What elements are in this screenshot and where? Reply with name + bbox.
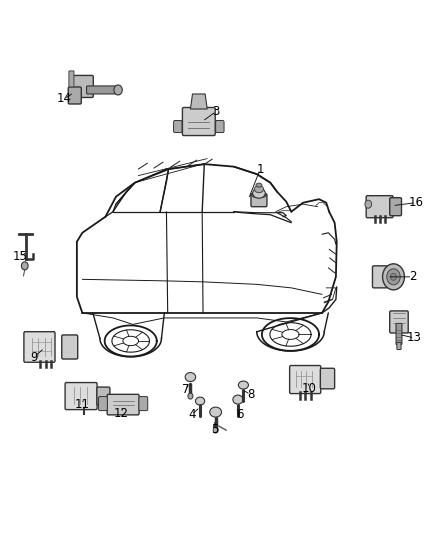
FancyBboxPatch shape [65, 383, 97, 409]
Text: 10: 10 [302, 382, 317, 394]
FancyBboxPatch shape [390, 198, 402, 216]
FancyBboxPatch shape [320, 368, 335, 389]
Ellipse shape [238, 381, 248, 389]
Ellipse shape [185, 373, 196, 382]
Circle shape [21, 262, 28, 270]
FancyBboxPatch shape [372, 266, 388, 288]
Text: 6: 6 [236, 408, 244, 421]
Circle shape [365, 200, 371, 208]
FancyBboxPatch shape [251, 193, 267, 207]
FancyBboxPatch shape [87, 86, 117, 94]
FancyBboxPatch shape [107, 394, 139, 415]
FancyBboxPatch shape [24, 332, 55, 362]
Text: 9: 9 [30, 351, 38, 364]
FancyBboxPatch shape [173, 120, 182, 133]
FancyBboxPatch shape [68, 87, 81, 104]
Circle shape [382, 264, 404, 290]
Ellipse shape [210, 407, 222, 417]
FancyBboxPatch shape [390, 311, 408, 333]
Circle shape [391, 273, 396, 280]
FancyBboxPatch shape [62, 335, 78, 359]
Ellipse shape [254, 185, 264, 192]
Text: 1: 1 [257, 163, 264, 175]
Text: 2: 2 [409, 270, 416, 284]
Circle shape [114, 85, 122, 95]
Ellipse shape [256, 183, 262, 187]
Text: 14: 14 [57, 93, 72, 106]
FancyBboxPatch shape [366, 196, 393, 217]
FancyBboxPatch shape [215, 120, 224, 133]
Ellipse shape [233, 395, 243, 404]
Text: 7: 7 [182, 383, 189, 396]
FancyBboxPatch shape [396, 324, 402, 344]
FancyBboxPatch shape [139, 397, 148, 410]
Ellipse shape [253, 188, 265, 198]
Circle shape [213, 427, 218, 433]
FancyBboxPatch shape [182, 108, 215, 135]
Text: 5: 5 [211, 423, 219, 436]
FancyBboxPatch shape [99, 397, 107, 410]
Circle shape [188, 393, 193, 399]
FancyBboxPatch shape [290, 366, 321, 393]
Text: 15: 15 [13, 251, 28, 263]
Ellipse shape [252, 192, 266, 198]
Polygon shape [191, 94, 207, 109]
Circle shape [387, 269, 400, 285]
FancyBboxPatch shape [71, 76, 93, 98]
FancyBboxPatch shape [69, 71, 74, 87]
Text: 16: 16 [408, 196, 423, 209]
Text: 3: 3 [212, 105, 220, 118]
Text: 12: 12 [114, 407, 129, 419]
Text: 13: 13 [407, 332, 422, 344]
Ellipse shape [195, 397, 205, 405]
Text: 4: 4 [188, 408, 195, 421]
FancyBboxPatch shape [397, 343, 401, 350]
FancyBboxPatch shape [97, 387, 110, 405]
Text: 8: 8 [247, 388, 254, 401]
Text: 11: 11 [75, 398, 90, 411]
